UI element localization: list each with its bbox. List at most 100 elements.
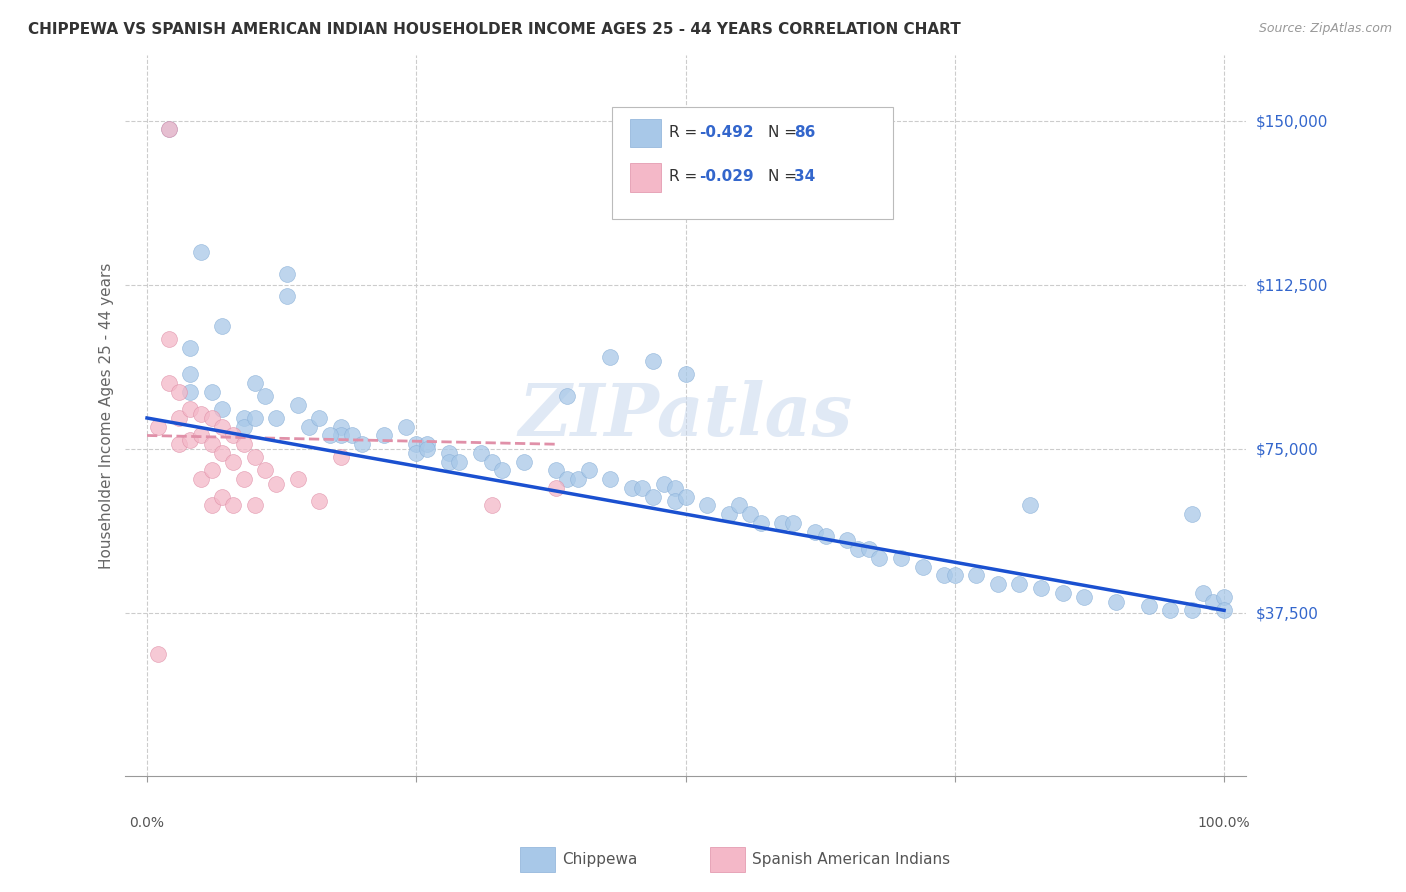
Point [179, 341, 201, 355]
Point [276, 288, 298, 302]
Point [1029, 582, 1052, 596]
Point [675, 490, 697, 504]
Point [1019, 499, 1042, 513]
Point [1052, 586, 1074, 600]
Point [814, 529, 837, 543]
Point [146, 419, 169, 434]
Point [287, 472, 309, 486]
Point [179, 402, 201, 417]
Text: R =: R = [669, 169, 703, 184]
Point [643, 490, 665, 504]
Point [297, 419, 319, 434]
Point [201, 411, 224, 425]
Point [222, 455, 245, 469]
Point [287, 398, 309, 412]
Point [470, 446, 492, 460]
Point [578, 463, 600, 477]
Point [599, 472, 621, 486]
Point [567, 472, 589, 486]
Point [254, 463, 277, 477]
Point [599, 350, 621, 364]
Point [405, 446, 427, 460]
Point [329, 419, 352, 434]
Point [211, 446, 233, 460]
Point [965, 568, 987, 582]
Point [201, 437, 224, 451]
Point [728, 499, 751, 513]
Point [664, 481, 686, 495]
Point [804, 524, 827, 539]
Point [329, 450, 352, 465]
Point [1008, 577, 1031, 591]
Point [179, 368, 201, 382]
Point [276, 267, 298, 281]
Point [352, 437, 374, 451]
Point [943, 568, 966, 582]
Point [405, 437, 427, 451]
Point [243, 411, 266, 425]
Point [169, 411, 191, 425]
Point [222, 428, 245, 442]
Point [157, 122, 180, 136]
Point [264, 476, 287, 491]
Text: Source: ZipAtlas.com: Source: ZipAtlas.com [1258, 22, 1392, 36]
Point [675, 368, 697, 382]
Point [772, 516, 794, 530]
Point [1213, 603, 1236, 617]
Point [696, 499, 718, 513]
Point [243, 376, 266, 390]
Point [308, 411, 330, 425]
Point [157, 122, 180, 136]
Point [555, 472, 578, 486]
Point [233, 437, 256, 451]
Point [169, 437, 191, 451]
Point [868, 550, 890, 565]
Point [319, 428, 342, 442]
Text: N =: N = [768, 169, 801, 184]
Point [890, 550, 912, 565]
Point [179, 433, 201, 447]
Text: CHIPPEWA VS SPANISH AMERICAN INDIAN HOUSEHOLDER INCOME AGES 25 - 44 YEARS CORREL: CHIPPEWA VS SPANISH AMERICAN INDIAN HOUS… [28, 22, 960, 37]
Point [740, 507, 762, 521]
Point [717, 507, 740, 521]
Text: N =: N = [768, 125, 801, 139]
Point [190, 472, 212, 486]
Point [308, 494, 330, 508]
Text: ZIPatlas: ZIPatlas [519, 380, 852, 451]
Point [416, 442, 439, 456]
Point [201, 384, 224, 399]
Text: R =: R = [669, 125, 703, 139]
Point [264, 411, 287, 425]
Point [620, 481, 643, 495]
Point [546, 463, 568, 477]
Point [416, 437, 439, 451]
Point [987, 577, 1010, 591]
Point [449, 455, 471, 469]
Point [631, 481, 654, 495]
Point [1137, 599, 1160, 613]
Point [190, 244, 212, 259]
Point [555, 389, 578, 403]
Point [1213, 591, 1236, 605]
Point [243, 450, 266, 465]
Point [169, 384, 191, 399]
Point [1191, 586, 1213, 600]
Point [1105, 594, 1128, 608]
Point [211, 319, 233, 334]
Point [157, 376, 180, 390]
Text: 86: 86 [794, 125, 815, 139]
Point [481, 499, 503, 513]
Point [146, 647, 169, 661]
Point [190, 428, 212, 442]
Point [233, 419, 256, 434]
Point [749, 516, 772, 530]
Text: Spanish American Indians: Spanish American Indians [752, 853, 950, 867]
Point [190, 407, 212, 421]
Point [437, 455, 460, 469]
Point [340, 428, 363, 442]
Point [858, 542, 880, 557]
Point [179, 384, 201, 399]
Text: -0.492: -0.492 [699, 125, 754, 139]
Point [1181, 603, 1204, 617]
Point [491, 463, 513, 477]
